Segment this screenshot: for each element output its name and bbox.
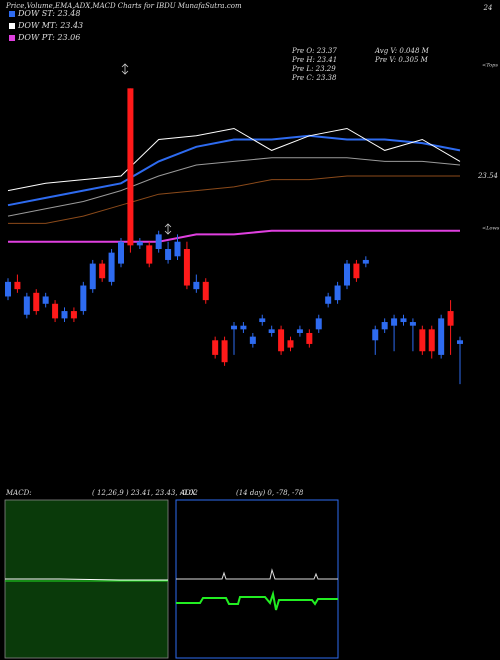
candle-body [391, 318, 398, 326]
legend-swatch [9, 35, 15, 41]
candle-body [278, 329, 285, 352]
candle-body [457, 340, 463, 344]
candle-body [5, 281, 11, 297]
candle-body [240, 325, 247, 330]
candle-body [70, 311, 77, 319]
candle-body [14, 281, 21, 290]
side-label: <Tops [482, 63, 498, 69]
marker [121, 63, 129, 75]
adx-line [176, 568, 338, 580]
candle-body [136, 241, 143, 246]
legend-swatch [9, 23, 15, 29]
legend-label: DOW ST: 23.48 [17, 9, 80, 18]
candle-body [183, 249, 190, 286]
ema-line [7, 157, 461, 217]
candle-body [33, 292, 40, 312]
info-line: Pre V: 0.305 M [374, 56, 429, 64]
candle-body [42, 296, 49, 304]
legend-swatch [9, 11, 15, 17]
candle-body [127, 88, 134, 246]
candle-body [419, 329, 426, 352]
candle-body [287, 340, 294, 348]
candle-body [334, 285, 341, 301]
info-line: Pre L: 23.29 [291, 65, 336, 73]
candle-body [108, 252, 115, 282]
candle-body [118, 241, 124, 264]
candle-body [155, 234, 162, 249]
candle-body [23, 296, 30, 315]
candle-body [447, 311, 454, 326]
candle-body [174, 241, 181, 257]
info-line: Pre H: 23.41 [291, 56, 337, 64]
candle-body [249, 336, 256, 344]
candle-body [409, 322, 416, 326]
candle-body [315, 318, 322, 330]
y-tick-label: 23.54 [477, 172, 498, 180]
ema-line [7, 127, 461, 192]
candle-body [306, 332, 313, 344]
adx-di-line [176, 590, 338, 611]
candle-body [438, 318, 445, 355]
panel-label: MACD: [5, 489, 32, 497]
legend-label: DOW PT: 23.06 [17, 33, 80, 42]
candle-body [362, 259, 369, 264]
candle-body [400, 318, 407, 323]
candle-body [146, 245, 153, 264]
candle-body [296, 329, 303, 333]
candle-body [353, 263, 360, 279]
legend-label: DOW MT: 23.43 [17, 21, 83, 30]
candle-body [231, 325, 237, 330]
candle-body [325, 296, 332, 304]
candle-body [202, 281, 209, 301]
info-line: Pre O: 23.37 [291, 47, 337, 55]
ema-line [8, 229, 460, 243]
candle-body [259, 318, 266, 323]
candle-body [344, 263, 350, 286]
candle-body [80, 285, 87, 312]
macd-line [5, 578, 168, 581]
chart-title: Price,Volume,EMA,ADX,MACD Charts for IBD… [5, 2, 242, 10]
candle-body [212, 340, 219, 355]
ema-line [7, 134, 461, 207]
panel-params: (14 day) 0, -78, -78 [236, 489, 304, 497]
side-label: <Lows [482, 226, 500, 232]
panel-label: ADX [179, 489, 197, 497]
candle-body [52, 303, 59, 319]
info-line: Pre C: 23.38 [291, 74, 337, 82]
info-line: Avg V: 0.048 M [374, 47, 430, 55]
candle-body [99, 263, 106, 279]
panel-params: ( 12,26,9 ) 23.41, 23.43, -0.02 [92, 489, 198, 497]
candle-body [221, 340, 228, 363]
candle-body [428, 329, 435, 352]
marker [164, 223, 172, 235]
candle-body [165, 249, 172, 260]
candle-body [268, 329, 275, 333]
candle-body [381, 322, 388, 330]
candle-body [89, 263, 96, 290]
candle-body [372, 329, 379, 341]
candle-body [61, 311, 68, 319]
y-tick-label: 24 [483, 4, 493, 12]
ema-line [8, 175, 460, 224]
candle-body [193, 281, 200, 290]
